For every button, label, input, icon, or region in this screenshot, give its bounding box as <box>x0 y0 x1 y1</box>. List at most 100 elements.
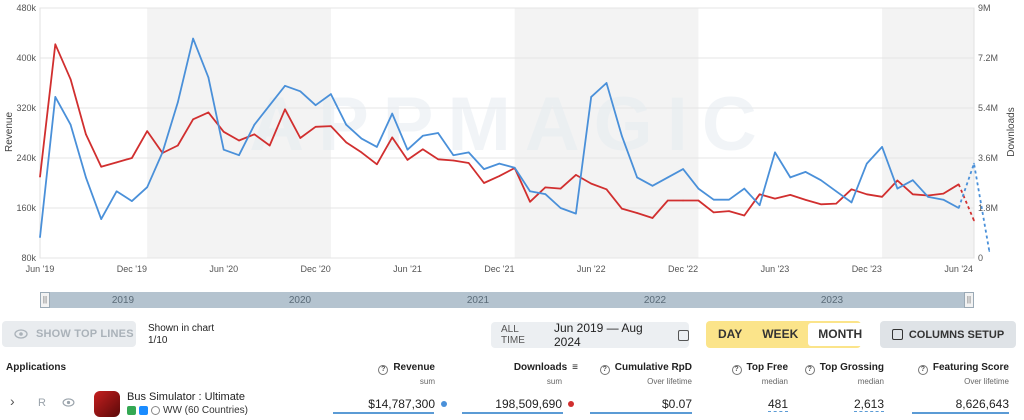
period-day-button[interactable]: DAY <box>718 327 743 341</box>
series-point-1 <box>927 196 929 198</box>
series-point-0 <box>957 183 960 186</box>
column-label: Revenue <box>393 362 435 373</box>
series-point-0 <box>437 158 439 161</box>
timeline-slider[interactable] <box>40 292 974 308</box>
column-label: Top Grossing <box>819 362 884 373</box>
slider-year: 2019 <box>111 295 135 306</box>
series-point-0 <box>222 130 225 133</box>
column-header-top-grossing[interactable]: ? Top Grossing <box>804 362 884 375</box>
series-point-0 <box>728 210 730 212</box>
visibility-icon[interactable] <box>62 396 75 410</box>
help-icon[interactable]: ? <box>917 365 928 375</box>
sort-icon[interactable]: ≡ <box>572 362 578 373</box>
y-left-label: Revenue <box>4 112 15 152</box>
x-tick-label: Dec '19 <box>117 264 147 274</box>
slider-year: 2022 <box>643 295 667 306</box>
help-icon[interactable]: ? <box>599 365 610 375</box>
calendar-icon[interactable] <box>678 329 689 341</box>
series-point-0 <box>498 175 501 177</box>
series-point-0 <box>467 162 470 164</box>
y-right-label: Downloads <box>1006 107 1017 156</box>
expand-row-icon[interactable]: › <box>10 393 15 409</box>
shown-in-chart: Shown in chart 1/10 <box>148 323 214 347</box>
series-point-0 <box>666 199 669 202</box>
app-name[interactable]: Bus Simulator : Ultimate <box>127 391 245 403</box>
slider-year: 2023 <box>820 295 844 306</box>
x-tick-label: Dec '23 <box>852 264 882 274</box>
series-point-1 <box>544 193 547 195</box>
series-point-1 <box>85 176 87 179</box>
series-point-0 <box>330 125 332 127</box>
series-point-1 <box>238 154 240 157</box>
series-point-1 <box>911 179 914 182</box>
show-top-lines-button[interactable]: SHOW TOP LINES <box>2 321 136 347</box>
help-icon[interactable]: ? <box>731 365 742 375</box>
column-header-cumulative-rpd[interactable]: ? Cumulative RpD <box>599 362 692 375</box>
series-point-1 <box>69 123 72 126</box>
top-free-value: 481 <box>767 397 788 412</box>
slider-left-handle[interactable]: || <box>40 292 50 308</box>
series-point-1 <box>483 168 485 170</box>
columns-setup-button[interactable]: COLUMNS SETUP <box>880 321 1016 348</box>
shown-in-chart-label: Shown in chart <box>148 323 215 334</box>
series-point-0 <box>942 192 945 195</box>
series-point-0 <box>299 137 302 139</box>
all-time-label[interactable]: ALL TIME <box>501 324 525 346</box>
x-tick-label: Dec '20 <box>300 264 330 274</box>
series-point-1 <box>605 82 608 84</box>
series-point-0 <box>177 144 179 147</box>
column-label: Downloads <box>513 362 568 373</box>
revenue-value: $14,787,300 <box>368 397 447 411</box>
series-point-1 <box>161 151 164 154</box>
series-point-1 <box>345 123 348 126</box>
year-band <box>514 8 699 258</box>
series-point-0 <box>391 136 393 139</box>
column-header-downloads[interactable]: Downloads ≡ <box>514 362 578 373</box>
y-left-tick: 80k <box>21 253 36 263</box>
series-point-0 <box>820 203 822 206</box>
series-point-1 <box>881 146 883 148</box>
series-point-1 <box>575 212 577 215</box>
applications-header: Applications <box>6 362 67 373</box>
slider-year: 2021 <box>466 295 490 306</box>
series-point-0 <box>697 199 700 202</box>
series-point-0 <box>774 197 776 200</box>
slider-right-handle[interactable]: || <box>964 292 974 308</box>
series-point-0 <box>284 108 286 111</box>
period-week-button[interactable]: WEEK <box>762 327 799 341</box>
watermark: APPMAGIC <box>249 82 771 167</box>
app-icon[interactable] <box>94 391 120 417</box>
series-point-0 <box>345 141 348 144</box>
series-point-0 <box>69 78 72 81</box>
series-point-0 <box>621 207 623 210</box>
x-tick-label: Jun '21 <box>393 264 422 274</box>
column-header-top-free[interactable]: ? Top Free <box>731 362 788 375</box>
series-point-1 <box>682 168 684 170</box>
series-point-1 <box>789 176 792 179</box>
series-point-0 <box>636 212 638 214</box>
column-header-featuring-score[interactable]: ? Featuring Score <box>917 362 1009 375</box>
help-icon[interactable]: ? <box>378 365 389 375</box>
series-point-0 <box>590 182 593 185</box>
column-label: Top Free <box>746 362 788 373</box>
column-header-revenue[interactable]: ? Revenue <box>378 362 435 375</box>
series-point-1 <box>177 101 179 104</box>
series-point-0 <box>789 194 792 196</box>
series-point-0 <box>575 174 577 176</box>
date-range-picker[interactable]: ALL TIME Jun 2019 — Aug 2024 <box>491 321 689 349</box>
x-tick-label: Dec '22 <box>668 264 698 274</box>
series-point-0 <box>115 161 118 164</box>
series-point-1 <box>973 162 975 165</box>
period-month-button[interactable]: MONTH <box>808 323 873 346</box>
series-point-1 <box>452 154 455 157</box>
series-point-1 <box>835 190 837 193</box>
y-left-tick: 480k <box>16 3 36 13</box>
top-grossing-value: 2,613 <box>853 397 884 412</box>
series-point-1 <box>636 176 638 179</box>
series-point-0 <box>314 125 317 128</box>
help-icon[interactable]: ? <box>804 365 815 375</box>
series-point-0 <box>406 159 409 161</box>
series-point-1 <box>697 187 700 190</box>
series-point-1 <box>268 104 271 107</box>
series-point-1 <box>192 37 194 40</box>
